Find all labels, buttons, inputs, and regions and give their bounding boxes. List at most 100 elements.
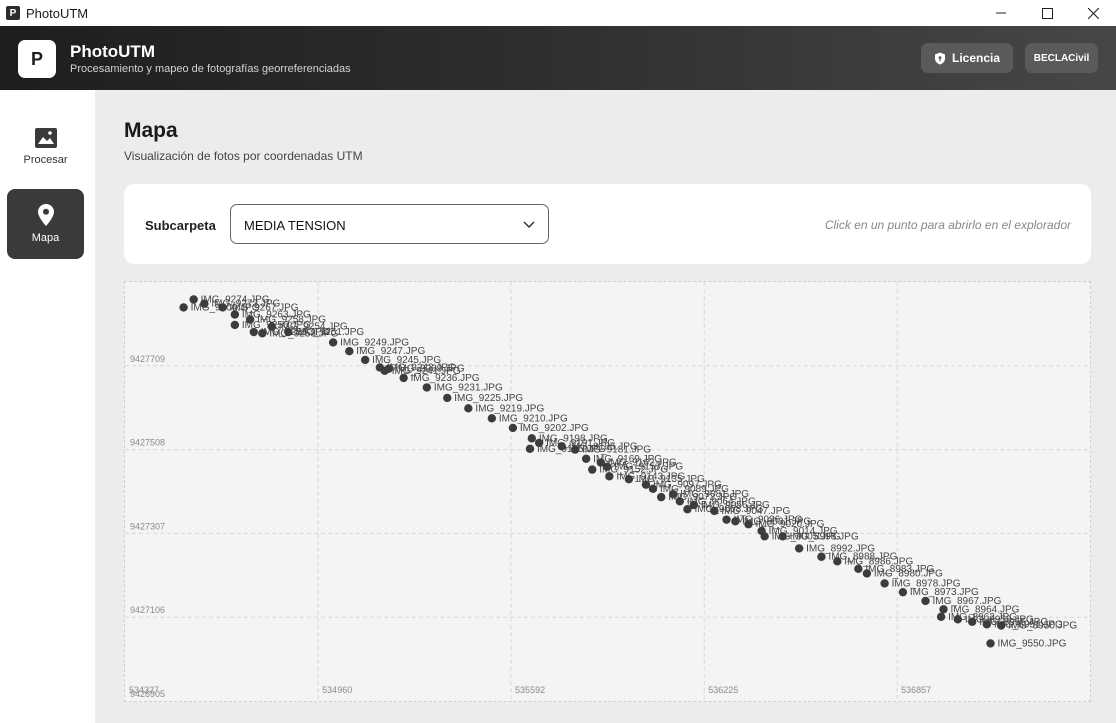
photo-point[interactable] bbox=[854, 564, 863, 574]
photo-point[interactable] bbox=[284, 327, 293, 337]
photo-point[interactable] bbox=[967, 617, 977, 626]
photo-point[interactable] bbox=[731, 517, 740, 526]
photo-point-label: IMG_9064.JPG bbox=[687, 496, 756, 507]
photo-point-label: IMG_9263.JPG bbox=[242, 310, 311, 321]
app-logo: P bbox=[18, 40, 56, 78]
photo-point[interactable] bbox=[581, 454, 591, 463]
photo-point[interactable] bbox=[624, 475, 634, 484]
photo-point[interactable] bbox=[230, 310, 240, 319]
sidebar-item-mapa[interactable]: Mapa bbox=[7, 189, 84, 259]
photo-point[interactable] bbox=[588, 465, 597, 474]
photo-point[interactable] bbox=[986, 639, 995, 648]
photo-point[interactable] bbox=[921, 596, 930, 606]
photo-point[interactable] bbox=[570, 445, 580, 454]
photo-point[interactable] bbox=[657, 492, 666, 502]
photo-point[interactable] bbox=[464, 404, 473, 413]
photo-point-label: IMG_9031.JPG bbox=[742, 516, 811, 527]
photo-point-label: IMG_9274.JPG bbox=[201, 295, 270, 306]
photo-point[interactable] bbox=[179, 303, 188, 312]
photo-point[interactable] bbox=[508, 423, 518, 433]
photo-point-label: IMG_8951.JPG bbox=[994, 619, 1063, 630]
page-title: Mapa bbox=[124, 119, 178, 142]
photo-point[interactable] bbox=[833, 557, 842, 566]
photo-point[interactable] bbox=[399, 373, 408, 383]
photo-point[interactable] bbox=[218, 303, 227, 312]
photo-point[interactable] bbox=[982, 620, 992, 629]
photo-point[interactable] bbox=[722, 515, 731, 524]
photo-point-label: IMG_8955.JPG bbox=[979, 617, 1048, 628]
photo-point[interactable] bbox=[527, 434, 537, 443]
photo-point[interactable] bbox=[360, 355, 370, 365]
photo-point-label: IMG_9236.JPG bbox=[411, 373, 480, 384]
hint-text: Click en un punto para abrirlo en el exp… bbox=[824, 218, 1071, 232]
photo-point[interactable] bbox=[245, 315, 255, 324]
photo-point[interactable] bbox=[953, 615, 963, 624]
user-button[interactable]: BECLACivil bbox=[1025, 43, 1098, 73]
photo-point[interactable] bbox=[443, 393, 452, 403]
sidebar: Procesar Mapa bbox=[0, 90, 95, 723]
photo-point-label: IMG_8967.JPG bbox=[933, 596, 1002, 607]
photo-point[interactable] bbox=[668, 490, 678, 499]
photo-point[interactable] bbox=[641, 480, 651, 489]
maximize-button[interactable] bbox=[1024, 0, 1070, 26]
photo-point[interactable] bbox=[602, 462, 612, 471]
photo-point-label: IMG_9231.JPG bbox=[434, 382, 503, 393]
shield-icon bbox=[934, 52, 945, 64]
photo-point[interactable] bbox=[422, 383, 432, 392]
close-button[interactable] bbox=[1070, 0, 1116, 26]
photo-point[interactable] bbox=[557, 442, 566, 451]
photo-point[interactable] bbox=[880, 579, 889, 588]
photo-point[interactable] bbox=[760, 532, 769, 541]
photo-point-label: IMG_9239.JPG bbox=[396, 364, 465, 375]
photo-point[interactable] bbox=[862, 569, 872, 578]
photo-point[interactable] bbox=[384, 364, 393, 373]
photo-point-label: IMG_9081.JPG bbox=[680, 489, 749, 500]
photo-point[interactable] bbox=[898, 587, 908, 597]
photo-point-label: IMG_9135.JPG bbox=[636, 474, 705, 485]
photo-point[interactable] bbox=[249, 327, 258, 337]
photo-point[interactable] bbox=[189, 295, 198, 304]
y-tick-label: 9426905 bbox=[130, 689, 165, 699]
photo-point[interactable] bbox=[744, 520, 753, 529]
photo-point[interactable] bbox=[596, 458, 605, 467]
photo-point-label: IMG_9267.JPG bbox=[230, 302, 299, 313]
photo-point-label: IMG_9249.JPG bbox=[340, 337, 409, 348]
license-button[interactable]: Licencia bbox=[921, 43, 1013, 73]
sidebar-item-procesar[interactable]: Procesar bbox=[7, 112, 84, 182]
photo-point[interactable] bbox=[525, 444, 535, 453]
photo-point[interactable] bbox=[230, 320, 240, 330]
photo-point[interactable] bbox=[648, 484, 658, 493]
app-header: P PhotoUTM Procesamiento y mapeo de foto… bbox=[0, 26, 1116, 90]
photo-point[interactable] bbox=[345, 347, 354, 356]
photo-point-label: IMG_9251.JPG bbox=[295, 327, 364, 338]
photo-point-label: IMG_8980.JPG bbox=[874, 568, 943, 579]
photo-point[interactable] bbox=[794, 544, 804, 553]
photo-point[interactable] bbox=[534, 438, 544, 448]
photo-point[interactable] bbox=[996, 621, 1006, 630]
photo-point-label: IMG_8983.JPG bbox=[865, 564, 934, 575]
photo-point-label: IMG_9550.JPG bbox=[998, 638, 1067, 649]
photo-point[interactable] bbox=[200, 299, 209, 308]
photo-point[interactable] bbox=[817, 552, 826, 561]
photo-point[interactable] bbox=[710, 506, 719, 516]
photo-point-label: IMG_8988.JPG bbox=[828, 552, 897, 563]
photo-point-label: IMG_9210.JPG bbox=[499, 413, 568, 424]
photo-point-label: IMG_9219.JPG bbox=[475, 403, 544, 414]
photo-point[interactable] bbox=[258, 329, 267, 338]
photo-point[interactable] bbox=[936, 612, 946, 621]
photo-point[interactable] bbox=[605, 472, 614, 481]
photo-point[interactable] bbox=[487, 414, 497, 423]
photo-point-label: IMG_9255.JPG bbox=[261, 327, 330, 338]
photo-point[interactable] bbox=[778, 532, 787, 541]
photo-point-label: IMG_9258.JPG bbox=[257, 315, 326, 326]
photo-point[interactable] bbox=[675, 497, 685, 506]
photo-point[interactable] bbox=[267, 322, 276, 331]
photo-point-label: IMG_9253.JPG bbox=[269, 328, 338, 339]
photo-point[interactable] bbox=[689, 500, 699, 510]
minimize-button[interactable] bbox=[978, 0, 1024, 26]
photo-point[interactable] bbox=[683, 505, 692, 514]
photo-point[interactable] bbox=[328, 338, 338, 347]
photo-point[interactable] bbox=[939, 605, 948, 614]
photo-point-label: IMG_9072.JPG bbox=[668, 492, 737, 503]
subfolder-select[interactable]: MEDIA TENSION bbox=[230, 204, 549, 244]
